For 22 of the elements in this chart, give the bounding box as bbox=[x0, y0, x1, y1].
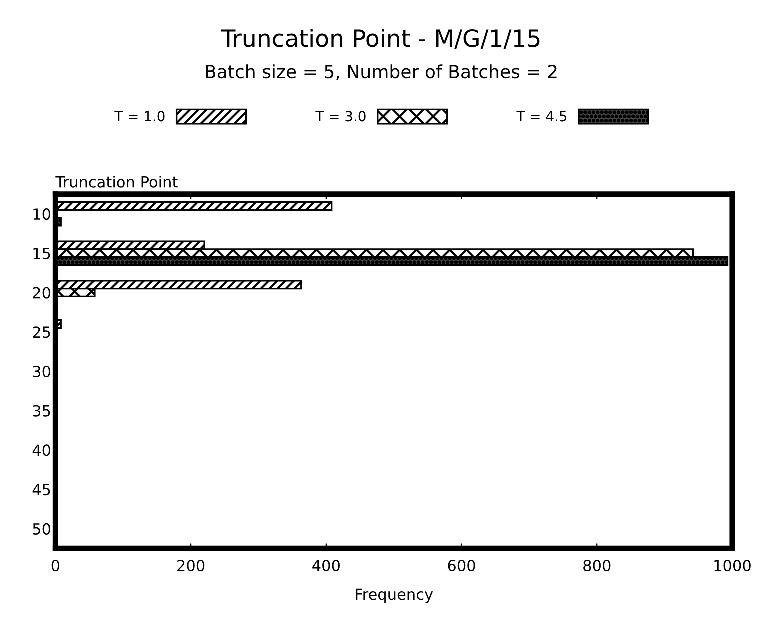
y-tick-label: 10 bbox=[34, 208, 51, 220]
x-tick-label: 1000 bbox=[714, 560, 751, 572]
y-tick-label: 40 bbox=[32, 444, 51, 456]
y-tick-label: 30 bbox=[33, 366, 51, 378]
chart-title: Truncation Point - M/G/1/15 bbox=[221, 29, 540, 50]
chart-subtitle: Batch size = 5, Number of Batches = 2 bbox=[206, 64, 557, 80]
x-tick-label: 200 bbox=[178, 560, 205, 572]
y-tick-label: 35 bbox=[33, 405, 50, 417]
y-tick-label: 45 bbox=[32, 484, 50, 496]
x-tick-label: 600 bbox=[448, 560, 476, 572]
legend-label: T = 4.5 bbox=[516, 111, 567, 122]
y-tick-label: 20 bbox=[33, 287, 51, 299]
y-tick-label: 25 bbox=[33, 326, 50, 338]
legend-label: T = 3.0 bbox=[316, 111, 366, 122]
y-axis-title: Truncation Point bbox=[56, 176, 178, 188]
legend-label: T = 1.0 bbox=[114, 111, 165, 122]
x-tick-label: 0 bbox=[52, 560, 60, 572]
x-tick-label: 800 bbox=[584, 560, 611, 572]
x-axis-title: Frequency bbox=[356, 588, 434, 604]
y-tick-label: 15 bbox=[34, 248, 50, 260]
y-tick-label: 50 bbox=[33, 523, 51, 535]
x-tick-label: 400 bbox=[312, 560, 340, 572]
